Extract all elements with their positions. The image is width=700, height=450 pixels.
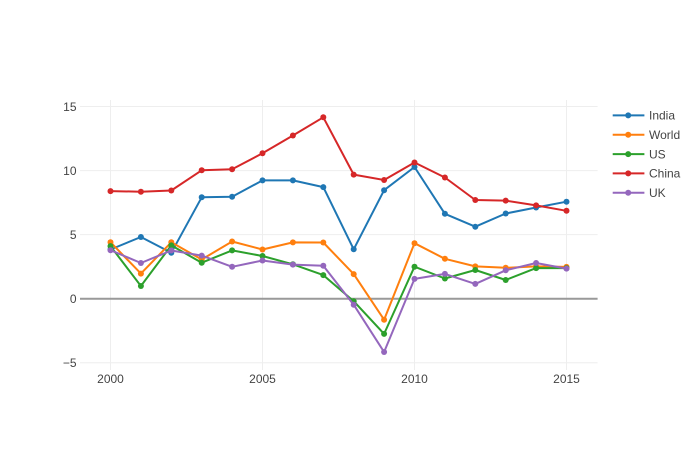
svg-text:0: 0 (70, 292, 77, 306)
svg-text:UK: UK (649, 186, 666, 200)
svg-text:2000: 2000 (97, 372, 124, 386)
svg-text:US: US (649, 147, 666, 161)
svg-text:2010: 2010 (401, 372, 428, 386)
svg-text:5: 5 (70, 228, 77, 242)
svg-text:15: 15 (63, 100, 77, 114)
svg-text:2015: 2015 (553, 372, 580, 386)
svg-text:World: World (649, 128, 680, 142)
svg-text:India: India (649, 109, 675, 123)
svg-text:2005: 2005 (249, 372, 276, 386)
svg-text:China: China (649, 167, 681, 181)
svg-text:10: 10 (63, 164, 77, 178)
svg-text:−5: −5 (63, 356, 77, 370)
